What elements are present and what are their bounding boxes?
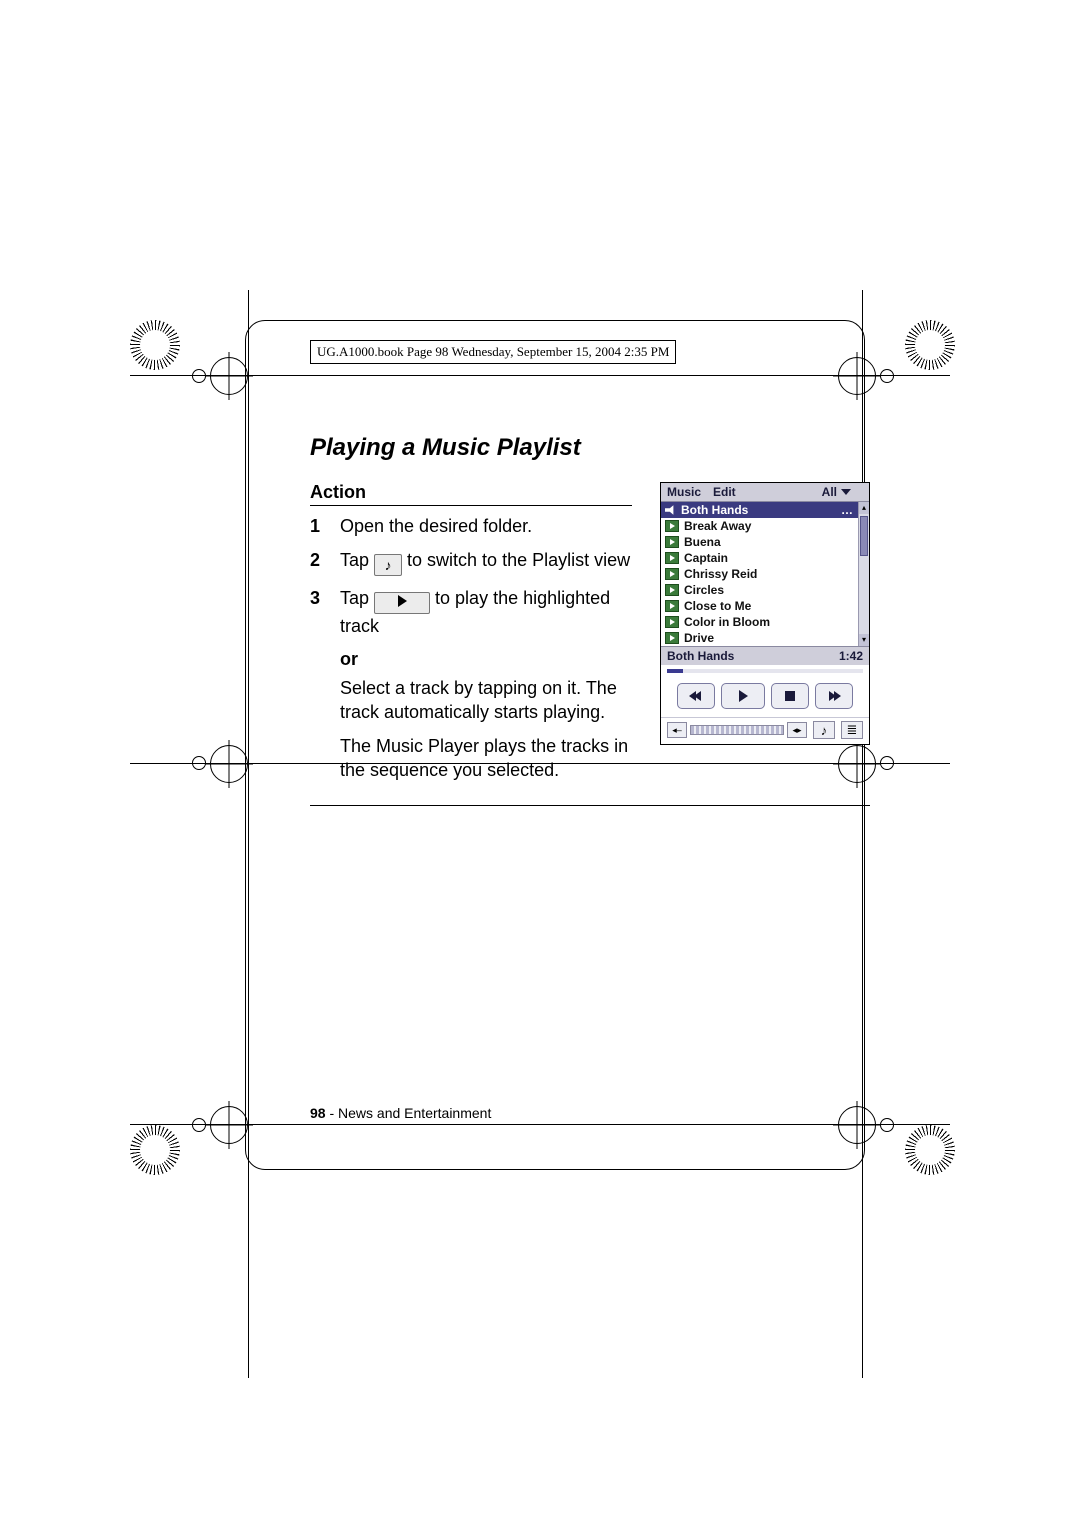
step-2: 2 Tap ♪ to switch to the Playlist view: [310, 548, 632, 576]
rewind-button[interactable]: [677, 683, 715, 709]
paragraph-select: Select a track by tapping on it. The tra…: [340, 676, 632, 725]
track-icon: [665, 520, 679, 532]
menu-music[interactable]: Music: [667, 485, 701, 499]
track-item[interactable]: Break Away: [661, 518, 858, 534]
track-icon: [665, 536, 679, 548]
crosshair-icon: [210, 357, 248, 395]
step-pre: Tap: [340, 550, 374, 570]
now-playing-bar: Both Hands 1:42: [661, 646, 869, 665]
paragraph-sequence: The Music Player plays the tracks in the…: [340, 734, 632, 783]
crosshair-icon: [838, 1106, 876, 1144]
track-item[interactable]: Captain: [661, 550, 858, 566]
stop-button[interactable]: [771, 683, 809, 709]
music-player-screenshot: Music Edit All Both Hands … Break Away: [660, 482, 870, 745]
volume-up-button[interactable]: ◂▸: [787, 722, 807, 738]
volume-down-button[interactable]: ◂–: [667, 722, 687, 738]
step-number: 1: [310, 514, 326, 538]
scroll-down-icon[interactable]: ▾: [859, 634, 869, 646]
scrollbar[interactable]: ▴ ▾: [858, 502, 869, 646]
step-pre: Tap: [340, 588, 374, 608]
running-head: UG.A1000.book Page 98 Wednesday, Septemb…: [310, 340, 676, 364]
list-view-button[interactable]: ≣: [841, 721, 863, 739]
progress-bar[interactable]: [667, 669, 863, 673]
dot-icon: [880, 369, 894, 383]
track-label: Both Hands: [681, 503, 748, 517]
track-label: Close to Me: [684, 599, 751, 613]
forward-button[interactable]: [815, 683, 853, 709]
track-label: Break Away: [684, 519, 751, 533]
scroll-thumb[interactable]: [860, 516, 868, 556]
step-text: Tap to play the highlighted track: [340, 586, 632, 638]
play-button-icon: [374, 592, 430, 614]
note-view-button[interactable]: ♪: [813, 721, 835, 739]
step-text: Open the desired folder.: [340, 514, 632, 538]
or-label: or: [340, 649, 632, 670]
speaker-icon: [665, 504, 677, 516]
action-steps: Action 1 Open the desired folder. 2 Tap …: [310, 482, 632, 793]
track-label: Buena: [684, 535, 721, 549]
dot-icon: [192, 1118, 206, 1132]
track-item[interactable]: Color in Bloom: [661, 614, 858, 630]
track-item[interactable]: Drive: [661, 630, 858, 646]
scroll-up-icon[interactable]: ▴: [859, 502, 869, 514]
page-number: 98: [310, 1105, 326, 1121]
dot-icon: [880, 756, 894, 770]
track-label: Circles: [684, 583, 724, 597]
progress-fill: [667, 669, 683, 673]
crop-line-bottom: [130, 1124, 950, 1125]
now-playing-time: 1:42: [839, 649, 863, 663]
playback-controls: [661, 677, 869, 717]
track-item[interactable]: Buena: [661, 534, 858, 550]
dot-icon: [192, 369, 206, 383]
track-icon: [665, 552, 679, 564]
track-icon: [665, 616, 679, 628]
dropdown-icon[interactable]: [841, 489, 851, 495]
step-1: 1 Open the desired folder.: [310, 514, 632, 538]
step-post: to switch to the Playlist view: [402, 550, 630, 570]
ellipsis-icon: …: [841, 503, 854, 517]
crosshair-icon: [210, 745, 248, 783]
now-playing-title: Both Hands: [667, 649, 734, 663]
page-content: UG.A1000.book Page 98 Wednesday, Septemb…: [310, 340, 870, 806]
track-list: Both Hands … Break Away Buena Captain Ch…: [661, 502, 858, 646]
player-bottom-bar: ◂– ◂▸ ♪ ≣: [661, 717, 869, 744]
step-text: Tap ♪ to switch to the Playlist view: [340, 548, 632, 576]
menu-edit[interactable]: Edit: [713, 485, 736, 499]
track-icon: [665, 568, 679, 580]
step-3: 3 Tap to play the highlighted track: [310, 586, 632, 638]
volume-control: ◂– ◂▸: [667, 722, 807, 738]
action-heading: Action: [310, 482, 632, 506]
track-label: Drive: [684, 631, 714, 645]
track-item[interactable]: Chrissy Reid: [661, 566, 858, 582]
register-mark-icon: [130, 1125, 180, 1175]
track-label: Captain: [684, 551, 728, 565]
play-button[interactable]: [721, 683, 765, 709]
step-number: 2: [310, 548, 326, 576]
dot-icon: [880, 1118, 894, 1132]
section-title: Playing a Music Playlist: [310, 434, 870, 462]
track-icon: [665, 584, 679, 596]
crop-vline-left: [248, 290, 249, 1378]
register-mark-icon: [905, 320, 955, 370]
track-icon: [665, 600, 679, 612]
track-item[interactable]: Circles: [661, 582, 858, 598]
footer-sep: -: [326, 1105, 338, 1121]
track-label: Chrissy Reid: [684, 567, 757, 581]
track-item-selected[interactable]: Both Hands …: [661, 502, 858, 518]
dot-icon: [192, 756, 206, 770]
footer-section: News and Entertainment: [338, 1105, 491, 1121]
register-mark-icon: [905, 1125, 955, 1175]
track-item[interactable]: Close to Me: [661, 598, 858, 614]
page-footer: 98 - News and Entertainment: [310, 1105, 491, 1121]
player-menubar: Music Edit All: [661, 483, 869, 502]
crosshair-icon: [210, 1106, 248, 1144]
track-icon: [665, 632, 679, 644]
volume-track[interactable]: [690, 725, 784, 735]
menu-all[interactable]: All: [822, 485, 837, 499]
register-mark-icon: [130, 320, 180, 370]
step-number: 3: [310, 586, 326, 638]
track-label: Color in Bloom: [684, 615, 770, 629]
music-note-button-icon: ♪: [374, 554, 402, 576]
